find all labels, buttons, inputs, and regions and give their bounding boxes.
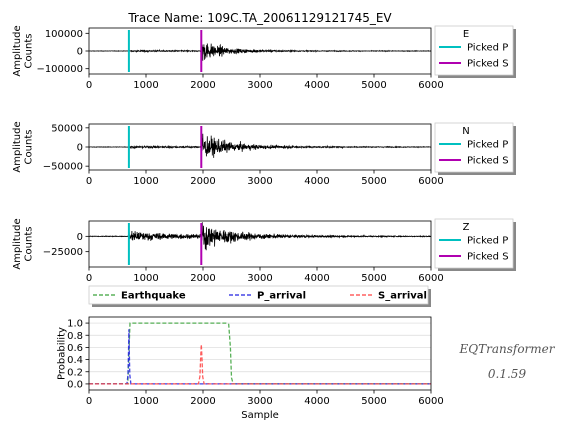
y-tick-label: −25000 [43, 247, 83, 258]
y-axis-label: AmplitudeCounts [12, 121, 35, 172]
waveform-trace [88, 222, 432, 251]
x-tick-label: 4000 [304, 396, 329, 407]
plot-area [89, 317, 431, 390]
model-version: 0.1.59 [488, 367, 527, 381]
x-axis-label: Sample [241, 410, 279, 421]
x-tick-label: 1000 [133, 273, 158, 284]
legend-box [88, 285, 429, 305]
legend-box [434, 218, 514, 269]
figure-title: Trace Name: 109C.TA_20061129121745_EV [127, 11, 392, 25]
x-tick-label: 5000 [361, 176, 386, 187]
y-tick-label: 0.0 [67, 379, 83, 390]
y-tick-label: −50000 [43, 162, 83, 173]
y-axis-label-line: Counts [24, 34, 35, 69]
prob-series-s-arrival [89, 344, 431, 385]
legend-label: S_arrival [378, 291, 427, 302]
y-axis-label-line: Counts [24, 227, 35, 262]
legend-box [434, 25, 514, 76]
legend-label: Picked S [467, 59, 509, 70]
x-tick-label: 1000 [133, 80, 158, 91]
model-name: EQTransformer [459, 342, 556, 356]
y-axis-label-line: Probability [57, 327, 68, 380]
x-tick-label: 0 [86, 396, 92, 407]
x-tick-label: 6000 [418, 176, 443, 187]
x-tick-label: 6000 [418, 273, 443, 284]
y-axis-label: AmplitudeCounts [12, 218, 35, 269]
x-tick-label: 0 [86, 273, 92, 284]
x-tick-label: 1000 [133, 396, 158, 407]
y-tick-label: 0.4 [67, 355, 83, 366]
y-axis-label: AmplitudeCounts [12, 25, 35, 76]
y-axis-label-line: Counts [24, 130, 35, 165]
y-tick-label: 0.8 [67, 331, 83, 342]
y-tick-label: 0.6 [67, 343, 83, 354]
y-axis-label-line: Amplitude [12, 121, 23, 172]
x-tick-label: 3000 [247, 80, 272, 91]
x-tick-label: 1000 [133, 176, 158, 187]
panel-n: 0 1000 2000 3000 4000 5000 6000−50000050000Amp… [12, 121, 516, 187]
x-tick-label: 5000 [361, 396, 386, 407]
legend-label: Picked S [467, 252, 509, 263]
x-tick-label: 2000 [190, 80, 215, 91]
legend-title: E [463, 29, 469, 40]
y-tick-label: 1.0 [67, 319, 83, 330]
legend-title: Z [463, 222, 470, 233]
x-tick-label: 2000 [190, 176, 215, 187]
x-tick-label: 4000 [304, 273, 329, 284]
y-axis-label-line: Amplitude [12, 25, 23, 76]
x-tick-label: 3000 [247, 396, 272, 407]
y-tick-label: −100000 [36, 64, 83, 75]
legend-label: Picked P [467, 140, 508, 151]
legend-label: Picked P [467, 236, 508, 247]
x-tick-label: 5000 [361, 80, 386, 91]
y-tick-label: 0 [77, 143, 83, 154]
y-tick-label: 0 [77, 232, 83, 243]
waveform-trace [88, 133, 432, 158]
y-tick-label: 100000 [45, 29, 83, 40]
legend-title: N [462, 126, 469, 137]
x-tick-label: 3000 [247, 176, 272, 187]
prob-series-p-arrival [89, 329, 431, 385]
legend-label: Earthquake [121, 291, 186, 302]
legend-label: Picked P [467, 43, 508, 54]
plot-area [89, 221, 431, 267]
waveform-trace [89, 43, 432, 61]
panel-probability: 0 1000 2000 3000 4000 5000 6000 0.00.20.40.60.8… [57, 285, 444, 421]
x-tick-label: 5000 [361, 273, 386, 284]
x-tick-label: 6000 [418, 396, 443, 407]
x-tick-label: 2000 [190, 273, 215, 284]
y-axis-label: Probability [57, 327, 68, 380]
prob-series-earthquake [89, 322, 431, 385]
panel-z: 0 1000 2000 3000 4000 5000 6000 −25000 0 Amplitud… [12, 218, 516, 284]
y-axis-label-line: Amplitude [12, 218, 23, 269]
legend-label: P_arrival [257, 291, 306, 302]
y-tick-label: 0.2 [67, 367, 83, 378]
y-tick-label: 50000 [51, 123, 83, 134]
legend-label: Picked S [467, 156, 509, 167]
x-tick-label: 6000 [418, 80, 443, 91]
x-tick-label: 4000 [304, 80, 329, 91]
y-tick-label: 0 [77, 47, 83, 58]
x-tick-label: 3000 [247, 273, 272, 284]
legend-box [434, 122, 514, 173]
x-tick-label: 4000 [304, 176, 329, 187]
x-tick-label: 0 [86, 176, 92, 187]
x-tick-label: 2000 [190, 396, 215, 407]
x-tick-label: 0 [86, 80, 92, 91]
panel-e: 0 1000 2000 3000 4000 5000 6000−1000000100000A… [12, 25, 516, 91]
